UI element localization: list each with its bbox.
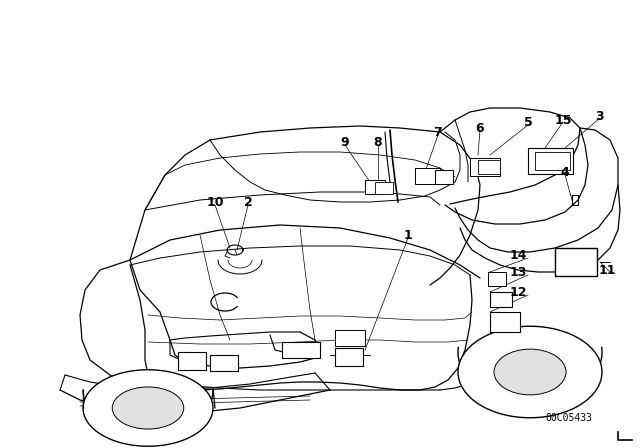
Bar	[470, 158, 500, 176]
Bar	[528, 148, 573, 174]
Bar	[535, 152, 570, 170]
Bar	[490, 292, 512, 307]
Text: 3: 3	[596, 109, 604, 122]
Text: 2: 2	[244, 195, 252, 208]
Text: 6: 6	[476, 121, 484, 134]
Ellipse shape	[83, 370, 213, 446]
Text: 12: 12	[509, 285, 527, 298]
Ellipse shape	[458, 326, 602, 418]
Bar	[375, 182, 393, 194]
Text: 15: 15	[554, 113, 572, 126]
Bar	[335, 348, 363, 366]
Text: 11: 11	[598, 263, 616, 276]
Bar	[415, 168, 440, 184]
Bar	[335, 330, 365, 346]
Text: 10: 10	[206, 195, 224, 208]
Bar	[282, 342, 320, 358]
Bar	[478, 160, 500, 174]
Text: 5: 5	[524, 116, 532, 129]
Bar	[178, 352, 206, 370]
Text: 1: 1	[404, 228, 412, 241]
Ellipse shape	[112, 387, 184, 429]
Bar	[435, 170, 453, 184]
Text: 14: 14	[509, 249, 527, 262]
Text: 9: 9	[340, 135, 349, 148]
Bar	[210, 355, 238, 371]
Ellipse shape	[494, 349, 566, 395]
Bar	[365, 180, 385, 194]
Text: 13: 13	[509, 266, 527, 279]
Bar	[490, 312, 520, 332]
Text: 8: 8	[374, 135, 382, 148]
Bar	[555, 248, 597, 276]
Text: 7: 7	[434, 125, 442, 138]
Bar	[488, 272, 506, 286]
Text: 4: 4	[561, 165, 570, 178]
Text: 00C05433: 00C05433	[545, 413, 592, 423]
